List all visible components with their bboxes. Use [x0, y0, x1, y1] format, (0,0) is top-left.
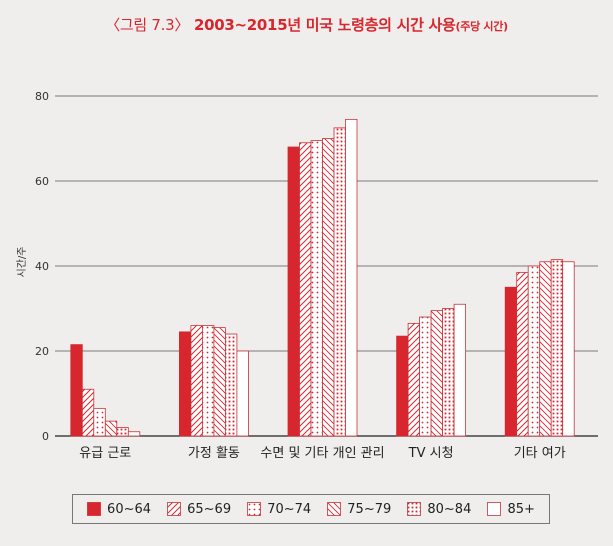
bar	[527, 265, 541, 437]
legend-label: 75~79	[347, 501, 392, 517]
legend-item: 70~74	[247, 502, 311, 517]
x-axis-labels: 유급 근로 가정 활동 수면 및 기타 개인 관리 TV 시청 기타 여가	[79, 446, 565, 461]
bar	[81, 388, 95, 437]
legend-swatch	[327, 502, 342, 516]
legend-swatch-fill	[87, 502, 101, 516]
bar	[430, 310, 444, 437]
bar	[93, 407, 106, 437]
bar	[396, 335, 409, 437]
bars	[70, 118, 575, 437]
bar	[419, 316, 432, 437]
y-tick-label: 60	[35, 175, 49, 188]
bar	[70, 344, 83, 437]
legend-item: 65~69	[167, 502, 231, 517]
title-text: 2003~2015년 미국 노령층의 시간 사용	[193, 16, 456, 34]
legend-label: 65~69	[187, 501, 232, 517]
legend-label: 85+	[507, 501, 535, 517]
bar	[104, 420, 118, 437]
legend-swatch	[487, 502, 502, 516]
figure-number: 〈그림 7.3〉	[105, 16, 190, 34]
bar	[287, 146, 300, 437]
x-category-label: 기타 여가	[514, 446, 566, 461]
legend: 60~64 65~69 70~74 75~79 80~84 85+	[72, 494, 550, 524]
y-tick-label: 20	[35, 345, 49, 358]
x-category-label: 가정 활동	[188, 446, 240, 461]
legend-swatch-fill	[167, 502, 182, 516]
y-tick-label: 80	[35, 90, 49, 103]
bar	[504, 286, 518, 437]
legend-swatch	[87, 502, 101, 516]
bar	[550, 259, 564, 437]
bar	[516, 271, 529, 437]
bar	[539, 261, 552, 437]
bar	[345, 118, 358, 437]
bar	[201, 325, 215, 437]
legend-label: 60~64	[107, 501, 152, 517]
bar	[178, 331, 192, 437]
bar	[562, 261, 575, 437]
legend-item: 60~64	[87, 502, 151, 517]
x-category-label: TV 시청	[408, 446, 454, 461]
legend-swatch-fill	[487, 502, 502, 516]
y-tick-label: 40	[35, 260, 49, 273]
chart-subtitle: (주당 시간)	[455, 20, 509, 33]
legend-item: 75~79	[327, 502, 391, 517]
bar	[116, 427, 129, 437]
legend-swatch	[167, 502, 182, 516]
bar	[333, 127, 346, 437]
chart-title: 〈그림 7.3〉 2003~2015년 미국 노령층의 시간 사용(주당 시간)	[0, 14, 613, 35]
legend-swatch	[407, 502, 422, 516]
legend-label: 80~84	[427, 501, 472, 517]
legend-swatch-fill	[247, 502, 262, 516]
bar	[453, 303, 467, 437]
y-tick-label: 0	[42, 430, 49, 443]
x-category-label: 유급 근로	[79, 446, 131, 461]
bar	[442, 308, 455, 437]
bar	[190, 325, 203, 437]
y-axis: 0 20 40 60 80	[35, 90, 49, 443]
bar	[213, 327, 226, 437]
y-axis-label: 시간/주	[16, 247, 28, 278]
legend-swatch-fill	[407, 502, 422, 516]
legend-swatch	[247, 502, 262, 516]
bar	[310, 140, 323, 437]
legend-swatch-fill	[327, 502, 342, 516]
legend-label: 70~74	[267, 501, 312, 517]
legend-item: 85+	[487, 501, 535, 517]
bar	[127, 431, 141, 437]
bar	[407, 322, 421, 437]
legend-item: 80~84	[407, 502, 471, 517]
bar	[299, 142, 312, 437]
x-category-label: 수면 및 기타 개인 관리	[260, 446, 384, 461]
bar	[236, 350, 249, 437]
bar	[322, 138, 335, 437]
bar	[224, 333, 238, 437]
